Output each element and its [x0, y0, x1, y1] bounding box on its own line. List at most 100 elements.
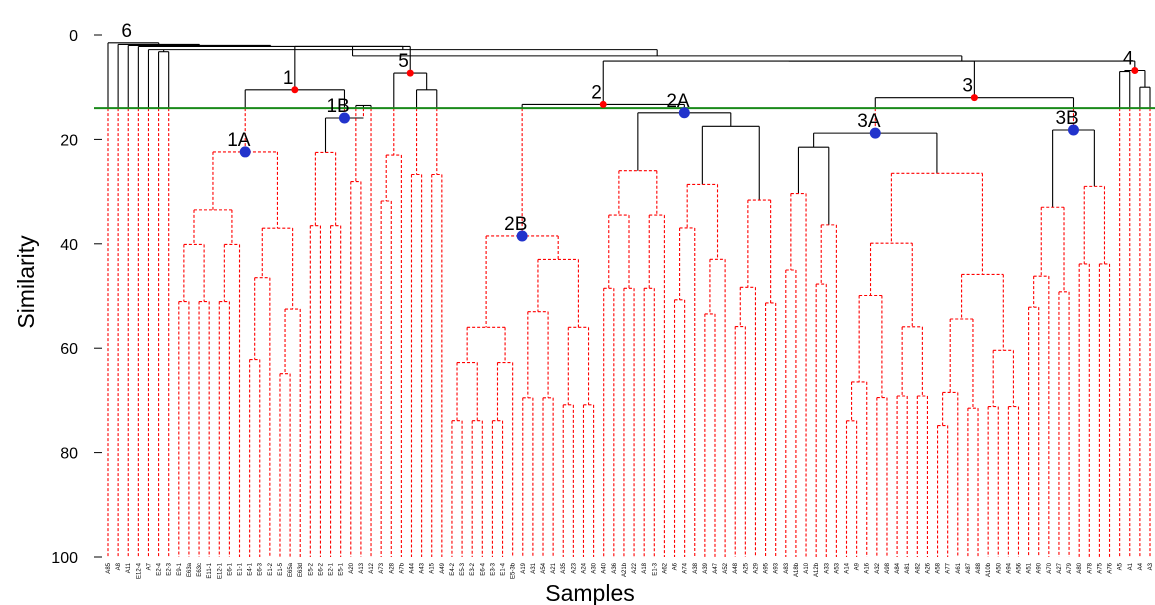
leaf-label: E5-3 — [460, 562, 466, 575]
leaf-label: A48 — [733, 562, 739, 573]
leaf-label: E1-5 — [278, 562, 284, 575]
leaf-label: A35 — [561, 562, 567, 573]
cluster-node-label: 5 — [398, 51, 409, 72]
leaf-label: A21b — [622, 562, 628, 577]
leaf-label: E4-1 — [248, 562, 254, 575]
leaf-label: A73 — [379, 562, 385, 573]
leaf-label: A33 — [824, 562, 830, 573]
leaf-label: A31 — [531, 562, 537, 573]
leaf-label: A62 — [662, 562, 668, 573]
leaf-label: A23 — [571, 562, 577, 573]
leaf-label: A10 — [804, 562, 810, 573]
leaf-label: A39 — [703, 562, 709, 573]
leaf-label: A28 — [389, 562, 395, 573]
x-axis-title: Samples — [545, 580, 634, 605]
leaf-label: A30 — [592, 562, 598, 573]
cluster-node-marker — [291, 86, 299, 94]
cluster-node-label: 3 — [962, 76, 973, 97]
leaf-label: A84 — [895, 562, 901, 573]
leaf-label: A49 — [440, 562, 446, 573]
leaf-label: A51 — [1027, 562, 1033, 573]
leaf-label: E6-1 — [227, 562, 233, 575]
leaf-label: A40 — [602, 562, 608, 573]
cluster-node-label: 4 — [1123, 48, 1134, 69]
y-tick-label: 100 — [51, 550, 78, 567]
leaf-label: E3-2 — [470, 562, 476, 575]
leaf-label: A15 — [430, 562, 436, 573]
leaf-label: A61 — [956, 562, 962, 573]
leaf-label: A82 — [915, 562, 921, 573]
leaf-label: A10b — [986, 562, 992, 577]
leaf-label: A76 — [1108, 562, 1114, 573]
leaf-label: A56 — [1016, 562, 1022, 573]
leaf-label: A77 — [946, 562, 952, 573]
leaf-label: A93 — [774, 562, 780, 573]
leaf-label: A32 — [875, 562, 881, 573]
leaf-label: A36 — [612, 562, 618, 573]
leaf-label: A20 — [349, 562, 355, 573]
cluster-node-marker — [1067, 124, 1079, 136]
leaf-label: E1-1 — [238, 562, 244, 575]
leaf-label: E5-1 — [339, 562, 345, 575]
leaf-label: A85 — [106, 562, 112, 573]
leaf-label: E2-1 — [329, 562, 335, 575]
leaf-label: A26 — [925, 562, 931, 573]
leaf-label: A19 — [521, 562, 527, 573]
cluster-node-marker — [516, 230, 528, 242]
leaf-label: A83 — [784, 562, 790, 573]
leaf-label: A24 — [581, 562, 587, 573]
cluster-node-marker — [678, 107, 690, 119]
leaf-label: E6-3 — [258, 562, 264, 575]
leaf-label: A12 — [369, 562, 375, 573]
leaf-label: E63c — [197, 563, 203, 577]
leaf-label: A50 — [996, 562, 1002, 573]
cluster-node-label: 3A — [857, 111, 881, 132]
leaf-labels: A85 A8 A11 E12-4 A7 E2-4 E2-3 E9-1 E63a E63c E11-1… — [106, 562, 1154, 579]
cluster-nodes: 6 1 5 2 3 4 1A 1B 2A 2B 3A 3B — [121, 21, 1139, 242]
cluster-node-label: 2 — [591, 82, 602, 103]
cluster-node-marker — [406, 69, 414, 77]
cluster-node-label: 1B — [326, 96, 349, 117]
leaf-label: A98 — [885, 562, 891, 573]
leaf-label: E6-2 — [318, 562, 324, 575]
cluster-node-label: 1A — [227, 130, 251, 151]
leaf-label: A18b — [794, 562, 800, 577]
leaf-label: A81 — [905, 562, 911, 573]
y-tick-label: 40 — [60, 237, 78, 254]
y-axis: 0 20 40 60 80 100 — [51, 28, 102, 567]
leaf-label: A16 — [865, 562, 871, 573]
leaf-label: A14 — [845, 562, 851, 573]
dendrogram-tree — [107, 42, 1151, 557]
cluster-node-marker — [1131, 66, 1139, 74]
leaf-label: A44 — [409, 562, 415, 573]
leaf-label: E2-3 — [167, 562, 173, 575]
leaf-label: E63d — [298, 563, 304, 577]
leaf-label: A3 — [1148, 562, 1154, 570]
cluster-node-label: 2B — [504, 214, 527, 235]
cluster-node-marker — [239, 146, 251, 158]
leaf-label: A47 — [713, 562, 719, 573]
leaf-label: A88 — [976, 562, 982, 573]
cluster-node-marker — [970, 94, 978, 102]
leaf-label: A53 — [834, 562, 840, 573]
leaf-label: A94 — [1006, 562, 1012, 573]
leaf-label: A1 — [1128, 562, 1134, 570]
leaf-label: A79 — [1067, 562, 1073, 573]
leaf-label: A13 — [359, 562, 365, 573]
leaf-label: A5 — [1118, 562, 1124, 570]
leaf-label: A78 — [1087, 562, 1093, 573]
leaf-label: A11 — [126, 562, 132, 573]
leaf-label: A7b — [399, 562, 405, 573]
leaf-label: A43 — [420, 562, 426, 573]
leaf-label: A80 — [1077, 562, 1083, 573]
leaf-label: A9 — [855, 562, 861, 570]
leaf-label: E12-1 — [217, 562, 223, 579]
leaf-label: A18 — [642, 562, 648, 573]
y-tick-label: 60 — [60, 341, 78, 358]
leaf-label: E9-1 — [177, 562, 183, 575]
leaf-label: A4 — [1138, 562, 1144, 570]
leaf-label: E63a — [187, 562, 193, 577]
leaf-label: A27 — [1057, 562, 1063, 573]
leaf-label: E5-2 — [308, 562, 314, 575]
